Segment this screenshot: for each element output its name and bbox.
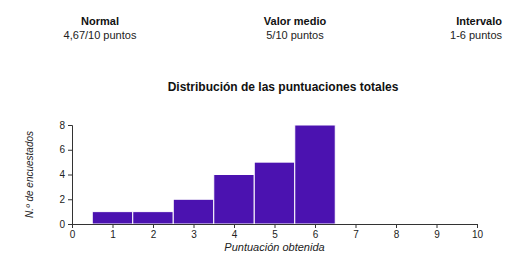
x-tick-label: 6 [313,229,319,240]
x-axis-title: Puntuación obtenida [224,241,324,253]
stat-value: 5/10 puntos [266,29,324,41]
x-tick: 3 [191,224,197,240]
x-tick-mark [234,224,235,228]
x-tick: 10 [472,224,484,240]
x-tick-label: 3 [191,229,197,240]
stat-label: Valor medio [264,15,327,27]
y-tick: 0 [59,219,72,230]
y-tick-label: 4 [59,169,65,180]
x-tick: 2 [151,224,157,240]
bars [92,125,335,224]
x-tick-label: 8 [394,229,400,240]
y-tick-label: 0 [59,219,65,230]
x-tick-mark [477,224,478,228]
x-tick-label: 4 [232,229,238,240]
stat-value: 1-6 puntos [450,29,502,41]
summary-stat: Normal 4,67/10 puntos [64,15,137,41]
summary-stat: Intervalo 1-6 puntos [450,15,502,41]
x-tick-mark [194,224,195,228]
histogram-bar [92,212,133,224]
y-tick: 8 [59,120,72,131]
x-axis: 0 1 2 3 4 5 6 7 8 9 10 [70,224,484,240]
x-tick-mark [315,224,316,228]
x-tick-mark [356,224,357,228]
y-tick: 6 [59,144,72,155]
x-tick-mark [275,224,276,228]
x-tick: 8 [394,224,400,240]
x-tick: 0 [70,224,76,240]
histogram-bar [133,212,174,224]
histogram-bar [214,175,255,225]
x-tick-mark [437,224,438,228]
y-axis-line [68,126,73,225]
histogram-bar [173,199,214,224]
y-tick-mark [68,175,72,176]
x-tick-label: 1 [110,229,116,240]
x-tick-label: 2 [151,229,157,240]
y-axis-title: N.º de encuestados [24,131,35,218]
y-tick-mark [68,125,72,126]
y-tick-mark [68,199,72,200]
y-tick-mark [68,150,72,151]
x-tick-label: 10 [472,229,484,240]
x-tick-mark [113,224,114,228]
stat-value: 4,67/10 puntos [64,29,137,41]
histogram-bar [295,125,336,224]
x-tick: 1 [110,224,116,240]
chart: Normal 4,67/10 puntos Valor medio 5/10 punt… [0,0,525,255]
x-axis-line [73,225,478,229]
x-tick: 4 [232,224,238,240]
summary-stat: Valor medio 5/10 puntos [264,15,327,41]
x-tick: 7 [353,224,359,240]
x-tick: 5 [272,224,278,240]
histogram-bar [254,162,295,224]
x-tick-mark [153,224,154,228]
y-tick-label: 2 [59,194,65,205]
y-tick-label: 8 [59,120,65,131]
x-tick-label: 7 [353,229,359,240]
stat-label: Normal [81,15,119,27]
x-tick-label: 5 [272,229,278,240]
y-tick: 2 [59,194,72,205]
x-tick: 6 [313,224,319,240]
x-tick: 9 [434,224,440,240]
x-tick-label: 9 [434,229,440,240]
y-tick: 4 [59,169,72,180]
stat-label: Intervalo [456,15,502,27]
y-tick-label: 6 [59,144,65,155]
x-tick-label: 0 [70,229,76,240]
y-axis: 0 2 4 6 8 [59,120,72,230]
chart-title: Distribución de las puntuaciones totales [168,80,399,94]
y-tick-mark [68,224,72,225]
x-tick-mark [396,224,397,228]
